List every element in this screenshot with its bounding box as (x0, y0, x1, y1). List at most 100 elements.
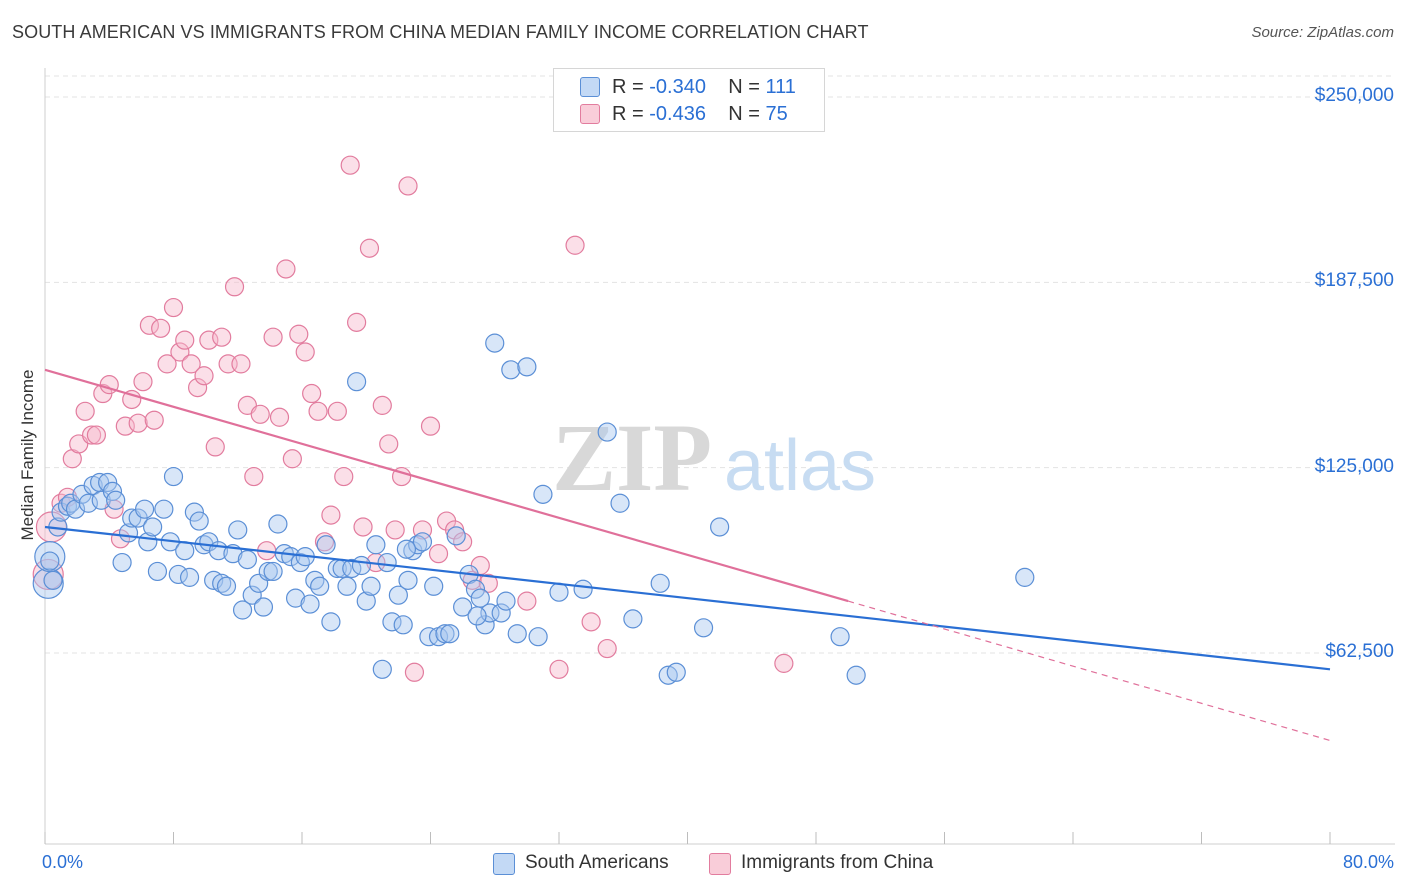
data-point (228, 520, 248, 540)
data-point (237, 549, 257, 570)
data-point (163, 466, 184, 487)
source-label: Source: ZipAtlas.com (1251, 24, 1394, 41)
data-point (347, 312, 367, 332)
data-point (382, 612, 402, 632)
legend-n-label: N = (728, 103, 760, 125)
data-point (276, 259, 296, 279)
data-point (231, 354, 251, 374)
data-point (269, 407, 290, 427)
data-point (32, 558, 64, 591)
data-point (268, 514, 288, 534)
data-point (379, 434, 399, 454)
data-point (212, 327, 232, 347)
data-point (143, 517, 163, 537)
watermark-zip: ZIP (552, 404, 712, 511)
data-point (327, 401, 347, 421)
data-point (308, 401, 328, 421)
data-point (1015, 567, 1035, 587)
data-point (517, 591, 537, 611)
data-point (157, 354, 177, 374)
data-point (263, 327, 283, 347)
data-point (321, 505, 341, 525)
data-point (144, 410, 164, 430)
watermark: ZIP atlas (552, 404, 876, 511)
data-point (396, 539, 417, 559)
data-point (398, 570, 418, 590)
data-point (334, 466, 354, 487)
data-point (372, 659, 392, 679)
data-point (393, 615, 413, 635)
data-point (623, 609, 643, 629)
data-point (151, 318, 171, 338)
chart-title: SOUTH AMERICAN VS IMMIGRANTS FROM CHINA … (12, 22, 869, 42)
data-point (337, 576, 357, 596)
data-point (359, 238, 380, 258)
data-point (710, 517, 730, 537)
legend-swatch-blue (580, 77, 600, 97)
data-point (224, 277, 245, 297)
data-point (32, 567, 64, 599)
trend-line-immigrants-china (44, 368, 849, 603)
data-point (424, 576, 444, 596)
data-point (184, 502, 204, 522)
watermark-atlas: atlas (724, 426, 876, 506)
data-point (650, 573, 670, 593)
bottom-legend-swatch-pink (709, 853, 731, 875)
data-point (693, 618, 714, 638)
data-point (179, 567, 200, 587)
data-point (420, 416, 441, 436)
data-point (467, 606, 487, 626)
data-point (385, 520, 405, 540)
bottom-legend-label-pink: Immigrants from China (741, 852, 934, 873)
data-point (351, 555, 372, 576)
data-point (282, 449, 302, 469)
data-point (610, 493, 630, 513)
trend-lines (44, 368, 1331, 742)
data-point (440, 624, 460, 644)
data-point (147, 561, 168, 582)
data-point (377, 552, 397, 573)
data-point (549, 582, 569, 602)
data-point (98, 472, 118, 493)
x-tick-label-max: 80.0% (1342, 852, 1394, 872)
data-point (597, 422, 617, 442)
data-point (316, 535, 336, 555)
data-point (112, 552, 132, 573)
data-point (216, 576, 237, 596)
data-point (189, 511, 209, 531)
legend-r-label: R = (612, 76, 644, 98)
data-point (314, 532, 335, 552)
y-axis-label: Median Family Income (18, 369, 37, 541)
data-point (549, 659, 569, 679)
data-point (258, 561, 278, 582)
data-point (597, 638, 617, 659)
data-point (81, 425, 102, 445)
data-point (412, 532, 433, 552)
data-point (435, 624, 455, 644)
bottom-legend-swatch-blue (493, 853, 515, 875)
data-point (581, 612, 601, 632)
data-point (75, 401, 95, 421)
data-point (419, 627, 439, 647)
data-point (517, 357, 537, 377)
data-point (244, 466, 264, 487)
data-point (340, 155, 360, 175)
data-point (163, 297, 184, 318)
data-point (289, 324, 309, 344)
correlation-legend: R = -0.340 N = 111 R = -0.436 N = 75 (553, 68, 825, 132)
legend-n-blue: 111 (765, 76, 796, 98)
data-point (106, 490, 126, 510)
data-point (453, 597, 473, 617)
data-point (565, 235, 585, 255)
data-point (846, 665, 866, 685)
data-point (366, 535, 386, 555)
trend-line-south-americans (44, 525, 1331, 671)
data-point (170, 342, 190, 362)
data-point (128, 413, 148, 433)
data-point (250, 404, 270, 424)
data-point (175, 330, 195, 350)
x-tick-label-min: 0.0% (42, 852, 84, 872)
y-tick-label: $187,500 (1314, 270, 1394, 292)
data-point (528, 627, 548, 647)
data-point (40, 551, 60, 571)
